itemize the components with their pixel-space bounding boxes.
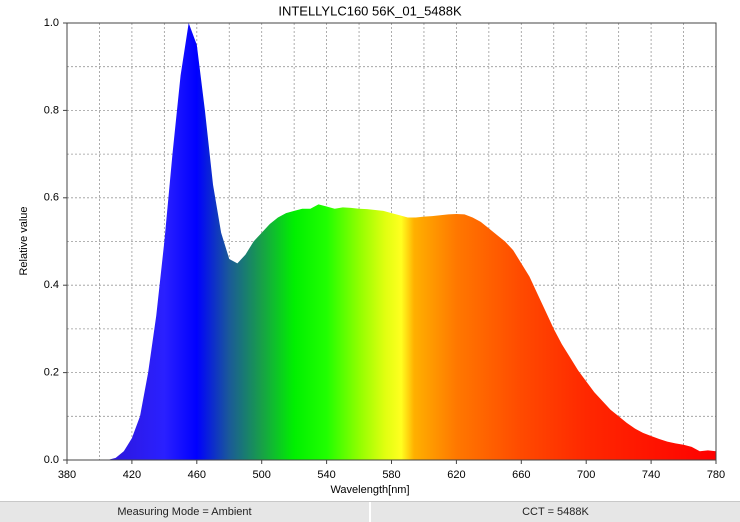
spectrum-area [67, 23, 716, 460]
x-tick-label: 460 [188, 469, 206, 481]
x-tick-label: 700 [577, 469, 595, 481]
y-tick-label: 0.0 [44, 454, 59, 466]
x-tick-label: 380 [58, 469, 76, 481]
plot [67, 23, 716, 460]
x-tick-label: 660 [512, 469, 530, 481]
x-tick-label: 620 [447, 469, 465, 481]
x-tick-label: 580 [382, 469, 400, 481]
status-bar: Measuring Mode = Ambient CCT = 5488K [0, 501, 740, 522]
y-tick-label: 0.2 [44, 367, 59, 379]
x-tick-label: 420 [123, 469, 141, 481]
y-tick-label: 0.4 [44, 279, 59, 291]
x-tick-label: 780 [707, 469, 725, 481]
y-tick-label: 0.6 [44, 192, 59, 204]
chart-title: INTELLYLC160 56K_01_5488K [278, 3, 462, 18]
chart: INTELLYLC160 56K_01_5488K Wavelength[nm]… [18, 3, 725, 496]
y-tick-label: 0.8 [44, 104, 59, 116]
x-tick-label: 540 [317, 469, 335, 481]
ticks: 380 420 460 500 540 580 620 660 700 740 780 0.0 0.2 0… [44, 17, 725, 481]
y-tick-label: 1.0 [44, 17, 59, 29]
x-tick-label: 500 [253, 469, 271, 481]
y-axis-label: Relative value [18, 206, 30, 275]
x-axis-label: Wavelength[nm] [330, 484, 409, 496]
status-item: Measuring Mode = Ambient [117, 506, 252, 518]
status-item: CCT = 5488K [369, 502, 740, 522]
x-tick-label: 740 [642, 469, 660, 481]
